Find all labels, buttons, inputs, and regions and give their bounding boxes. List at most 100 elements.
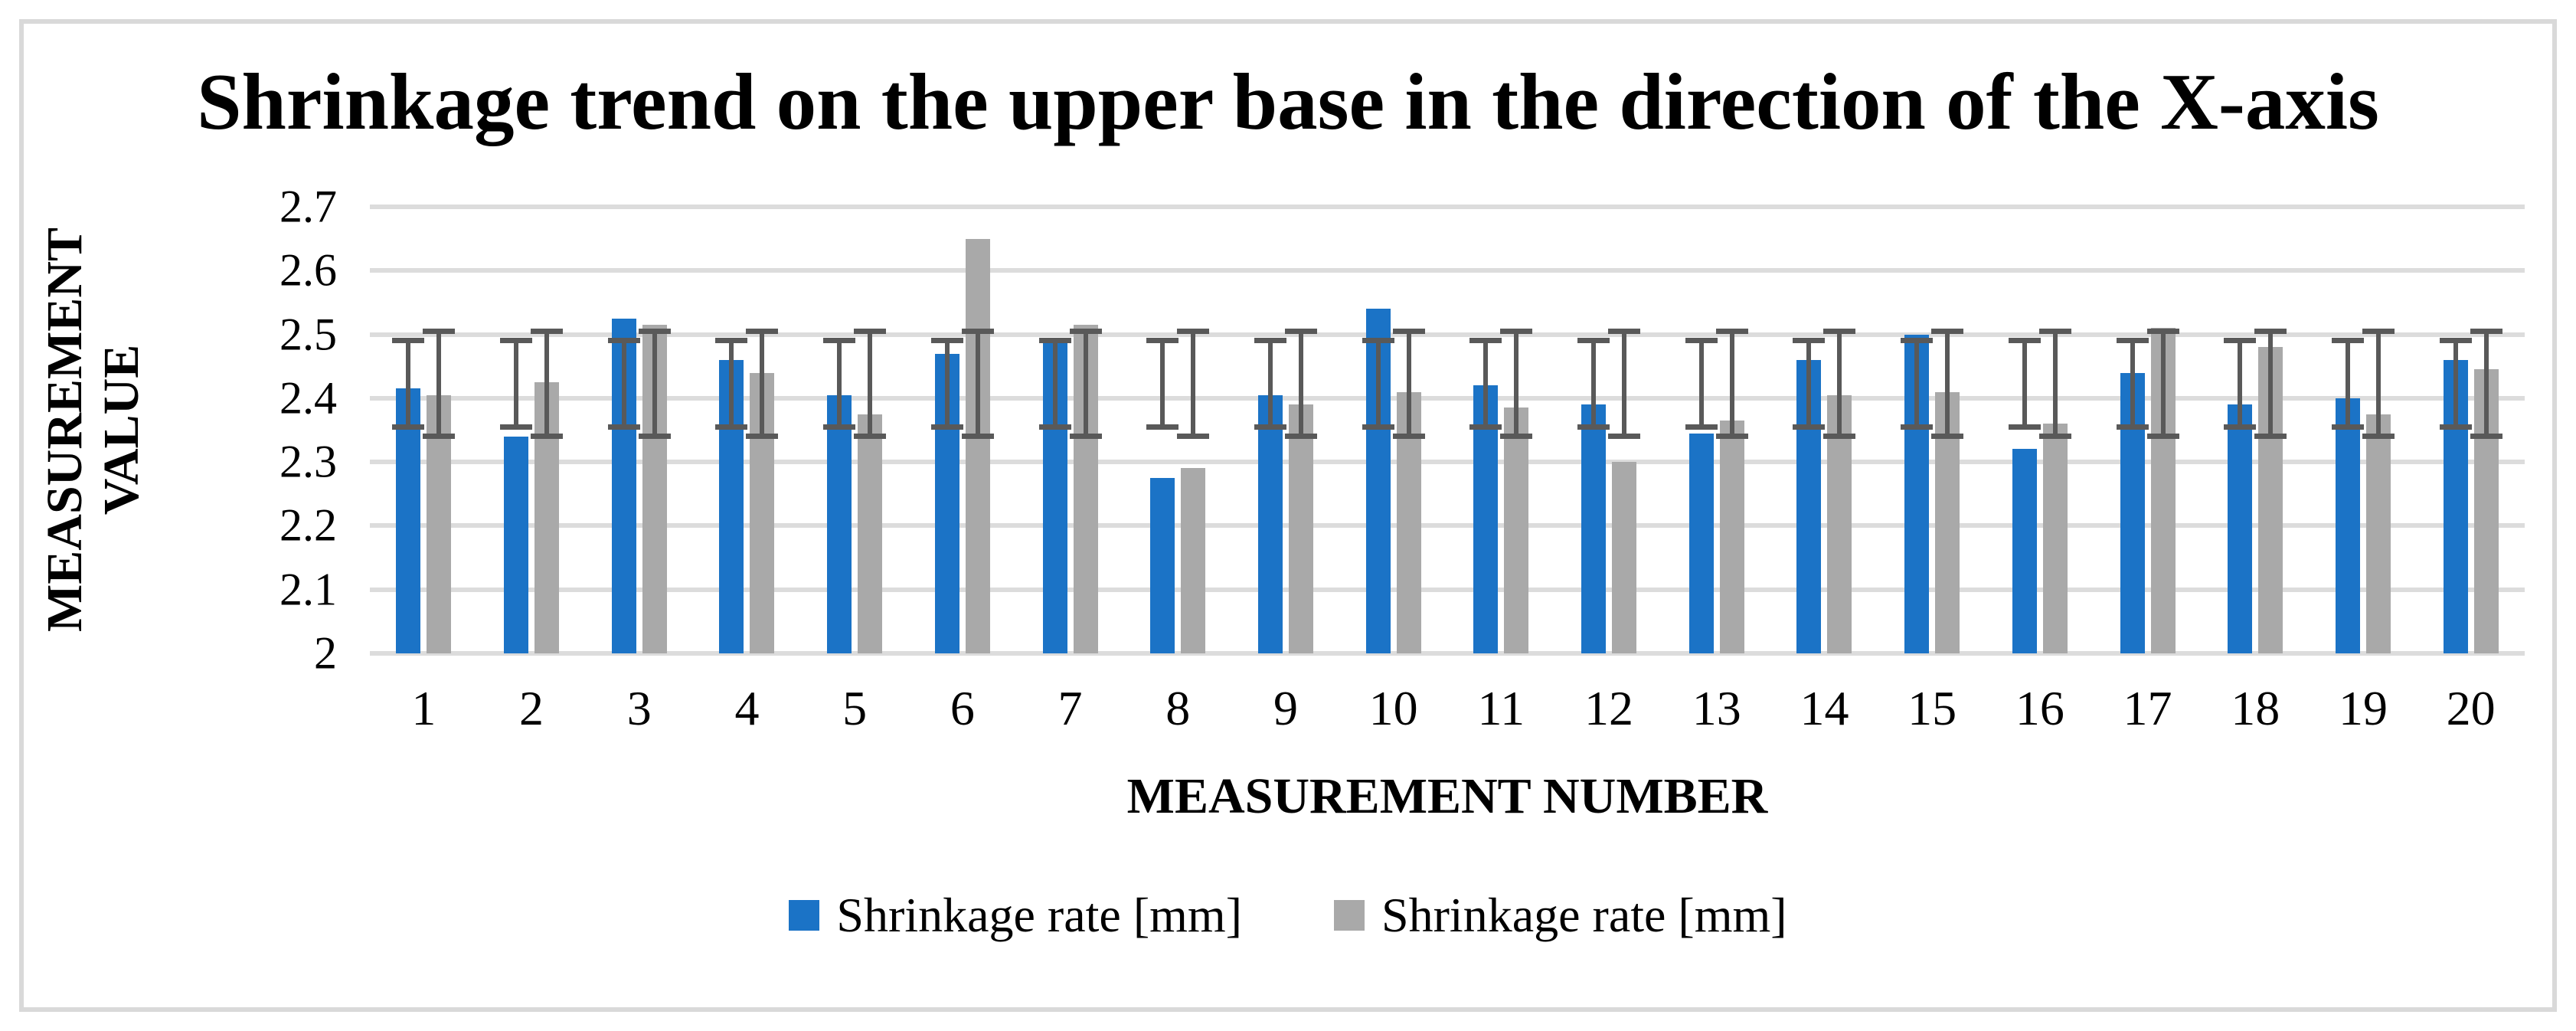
error-bar-line [436, 331, 442, 437]
bar-gray [1288, 404, 1313, 653]
error-bar-cap-bottom [1685, 424, 1718, 430]
x-tick-label: 7 [1058, 681, 1083, 735]
gridline [370, 523, 2525, 529]
figure-border [19, 19, 2557, 1012]
error-bar-cap-top [1685, 338, 1718, 344]
gridline [370, 332, 2525, 337]
error-bar-line [2483, 331, 2489, 437]
error-bar-line [1622, 331, 1627, 437]
bar-gray [858, 414, 883, 653]
error-bar-cap-top [531, 328, 564, 334]
error-bar-cap-top [1793, 338, 1826, 344]
error-bar-line [2453, 340, 2458, 427]
x-tick-label: 11 [1477, 681, 1525, 735]
error-bar-cap-top [2224, 338, 2257, 344]
error-bar-cap-top [423, 328, 456, 334]
error-bar-line [1160, 340, 1165, 427]
error-bar-line [1591, 340, 1597, 427]
error-bar-cap-bottom [2362, 434, 2395, 440]
error-bar-line [1298, 331, 1303, 437]
x-tick-label: 8 [1165, 681, 1191, 735]
error-bar-cap-bottom [1931, 434, 1964, 440]
gridline [370, 395, 2525, 401]
error-bar-line [975, 331, 980, 437]
bar-blue [827, 394, 852, 653]
error-bar-cap-top [1823, 328, 1856, 334]
error-bar-cap-top [854, 328, 887, 334]
error-bar-cap-top [607, 338, 640, 344]
error-bar-line [2022, 340, 2027, 427]
error-bar-cap-bottom [2331, 424, 2364, 430]
error-bar-cap-bottom [2470, 434, 2502, 440]
error-bar-line [2160, 331, 2166, 437]
error-bar-cap-bottom [2116, 424, 2149, 430]
legend-swatch-blue [789, 900, 820, 931]
error-bar-line [1514, 331, 1519, 437]
error-bar-cap-bottom [1284, 434, 1317, 440]
error-bar-line [944, 340, 950, 427]
error-bar-cap-bottom [930, 424, 963, 430]
bar-blue [396, 388, 421, 653]
gridline [370, 587, 2525, 592]
error-bar-line [837, 340, 842, 427]
error-bar-line [2130, 340, 2135, 427]
gridline [370, 651, 2525, 656]
error-bar-cap-top [2116, 338, 2149, 344]
y-tick-label: 2.7 [280, 181, 337, 232]
error-bar-cap-bottom [1715, 434, 1748, 440]
bar-gray [2365, 414, 2391, 653]
x-tick-label: 18 [2231, 681, 2280, 735]
x-tick-label: 4 [734, 681, 760, 735]
error-bar-line [2345, 340, 2350, 427]
bar-blue [2012, 449, 2037, 653]
error-bar-cap-bottom [2439, 424, 2472, 430]
error-bar-cap-bottom [1469, 424, 1502, 430]
error-bar-cap-top [2008, 338, 2041, 344]
error-bar-line [621, 340, 626, 427]
x-tick-label: 10 [1368, 681, 1418, 735]
error-bar-cap-top [638, 328, 671, 334]
error-bar-line [1729, 331, 1734, 437]
x-tick-label: 6 [950, 681, 975, 735]
error-bar-cap-bottom [500, 424, 533, 430]
error-bar-cap-top [500, 338, 533, 344]
x-tick-label: 12 [1584, 681, 1634, 735]
legend-item-series2: Shrinkage rate [mm] [1334, 887, 1787, 944]
error-bar-cap-bottom [423, 434, 456, 440]
bar-blue [504, 436, 529, 653]
error-bar-cap-top [1284, 328, 1317, 334]
error-bar-line [1406, 331, 1411, 437]
error-bar-cap-bottom [1177, 434, 1210, 440]
error-bar-cap-top [1146, 338, 1179, 344]
error-bar-cap-top [1608, 328, 1641, 334]
x-tick-label: 16 [2015, 681, 2064, 735]
error-bar-line [1191, 331, 1196, 437]
gridline [370, 205, 2525, 209]
bar-gray [1719, 421, 1744, 653]
error-bar-line [2268, 331, 2274, 437]
error-bar-cap-bottom [2254, 434, 2287, 440]
x-tick-label: 17 [2123, 681, 2172, 735]
error-bar-cap-bottom [2038, 434, 2071, 440]
bar-gray [1181, 468, 1206, 653]
error-bar-cap-top [823, 338, 856, 344]
legend: Shrinkage rate [mm] Shrinkage rate [mm] [0, 887, 2576, 944]
error-bar-cap-bottom [1901, 424, 1934, 430]
error-bar-cap-top [2470, 328, 2502, 334]
legend-label-series1: Shrinkage rate [mm] [836, 888, 1242, 942]
error-bar-cap-bottom [1608, 434, 1641, 440]
bar-blue [2335, 398, 2360, 653]
bar-blue [1473, 385, 1499, 653]
error-bar-line [1945, 331, 1950, 437]
error-bar-cap-top [392, 338, 425, 344]
error-bar-cap-top [1069, 328, 1102, 334]
bar-blue [2228, 404, 2253, 653]
error-bar-line [1083, 331, 1088, 437]
error-bar-cap-top [961, 328, 994, 334]
error-bar-cap-top [1901, 338, 1934, 344]
gridline [370, 460, 2525, 465]
error-bar-line [2238, 340, 2243, 427]
error-bar-cap-top [1469, 338, 1502, 344]
